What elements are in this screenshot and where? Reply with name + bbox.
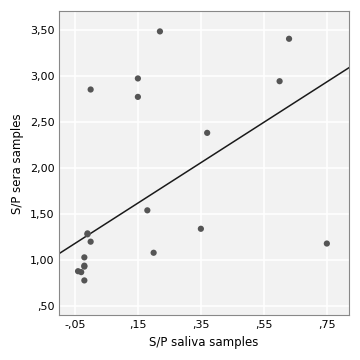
Point [75, 268, 81, 274]
Point [277, 78, 283, 84]
Point [324, 240, 330, 246]
Point [85, 230, 90, 236]
Point [144, 207, 150, 213]
Point [135, 94, 141, 100]
Point [85, 231, 90, 237]
Point [157, 28, 163, 34]
Point [88, 87, 94, 93]
Point [81, 278, 87, 283]
Point [135, 76, 141, 81]
Point [78, 269, 84, 275]
Point [81, 263, 87, 269]
Point [286, 36, 292, 42]
Y-axis label: S/P sera samples: S/P sera samples [11, 113, 24, 213]
Point [198, 226, 204, 231]
Point [81, 255, 87, 260]
Point [204, 130, 210, 136]
X-axis label: S/P saliva samples: S/P saliva samples [149, 336, 259, 349]
Point [151, 250, 157, 256]
Point [88, 239, 94, 244]
Point [81, 264, 87, 270]
